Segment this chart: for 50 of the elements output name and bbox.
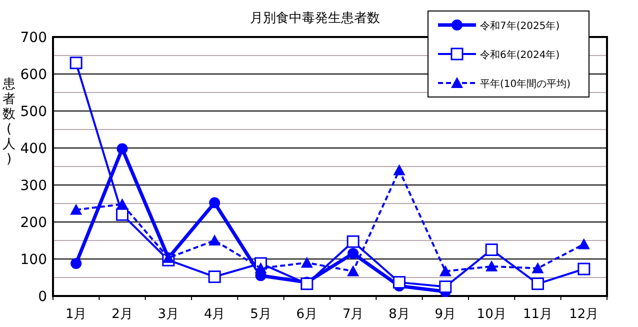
y-tick-label: 500 xyxy=(20,104,47,120)
point xyxy=(209,197,220,208)
point xyxy=(300,278,314,290)
point xyxy=(347,265,360,276)
y-tick-label: 200 xyxy=(20,215,47,231)
y-tick-label: 100 xyxy=(20,252,47,268)
x-tick-label: 4月 xyxy=(204,307,226,322)
y-tick-label: 700 xyxy=(20,30,47,46)
point xyxy=(116,143,128,154)
y-axis-title: 患者数(人) xyxy=(2,77,16,167)
point xyxy=(254,262,267,274)
y-tick-label: 0 xyxy=(38,289,47,305)
x-tick-label: 7月 xyxy=(342,307,364,322)
point xyxy=(70,204,82,215)
x-tick-label: 9月 xyxy=(434,307,456,322)
legend-label: 令和7年(2025年) xyxy=(480,20,560,32)
point xyxy=(439,265,452,276)
x-tick-label: 5月 xyxy=(250,307,272,322)
x-tick-label: 12月 xyxy=(569,307,599,322)
point xyxy=(208,234,221,246)
point xyxy=(393,276,406,289)
legend-label: 平年(10年間の平均) xyxy=(480,78,571,90)
point xyxy=(532,262,544,274)
y-tick-label: 300 xyxy=(20,178,47,194)
point xyxy=(486,260,498,272)
point xyxy=(70,258,82,269)
point xyxy=(70,56,82,70)
x-tick-label: 2月 xyxy=(112,307,133,322)
point xyxy=(532,278,544,290)
point xyxy=(485,244,498,256)
legend-label: 令和6年(2024年) xyxy=(480,49,560,61)
point xyxy=(346,235,360,248)
x-tick-label: 3月 xyxy=(158,307,180,322)
y-tick-label: 600 xyxy=(20,67,47,83)
x-tick-label: 6月 xyxy=(296,307,318,322)
point xyxy=(578,262,590,276)
chart-title: 月別食中毒発生患者数 xyxy=(250,11,380,26)
point xyxy=(116,198,128,210)
point xyxy=(578,238,590,250)
point xyxy=(439,280,452,293)
x-tick-label: 10月 xyxy=(476,307,506,322)
point xyxy=(208,270,221,284)
x-tick-label: 1月 xyxy=(65,307,87,322)
x-tick-label: 11月 xyxy=(522,307,553,322)
x-tick-label: 8月 xyxy=(388,307,410,322)
point xyxy=(348,248,359,259)
y-tick-label: 400 xyxy=(20,141,47,157)
point xyxy=(300,256,313,268)
point xyxy=(393,164,406,176)
point xyxy=(116,208,128,221)
